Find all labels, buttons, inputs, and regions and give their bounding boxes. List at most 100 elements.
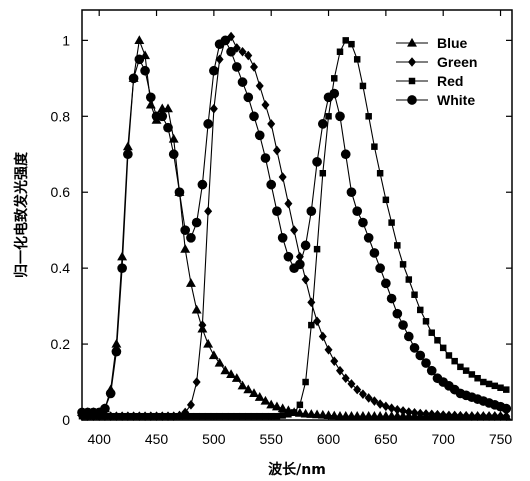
data-point-white	[409, 343, 420, 353]
data-point-green	[284, 198, 293, 209]
x-tick-label: 700	[432, 431, 456, 447]
data-point-white	[272, 206, 282, 217]
data-point-white	[277, 232, 288, 243]
data-point-white	[358, 217, 368, 228]
data-point-red	[239, 412, 246, 420]
data-point-red	[267, 412, 275, 420]
legend-marker-white	[407, 95, 417, 105]
data-point-green	[456, 411, 465, 421]
data-point-white	[340, 149, 351, 160]
data-point-green	[496, 411, 505, 422]
data-point-red	[365, 113, 372, 120]
data-point-green	[278, 172, 287, 182]
data-point-red	[428, 329, 435, 336]
data-point-red	[399, 261, 407, 268]
legend-marker-green	[408, 57, 416, 67]
data-point-red	[417, 306, 424, 314]
data-point-red	[468, 371, 476, 378]
data-point-red	[439, 344, 447, 352]
data-point-red	[382, 196, 390, 204]
data-point-green	[473, 411, 482, 422]
data-point-white	[386, 293, 397, 304]
data-point-green	[192, 377, 201, 387]
x-axis: 400 450 500 550 600 650 700 750	[88, 10, 512, 447]
data-point-green	[387, 403, 396, 414]
data-point-red	[497, 384, 504, 391]
data-point-red	[141, 412, 149, 420]
legend-marker-red	[408, 77, 416, 85]
data-point-green	[209, 103, 218, 114]
x-tick-label: 450	[145, 431, 169, 447]
data-point-red	[107, 412, 114, 420]
data-point-green	[427, 409, 436, 420]
data-point-red	[273, 412, 281, 420]
data-point-red	[250, 412, 258, 420]
data-point-red	[359, 82, 367, 90]
data-point-blue	[208, 350, 219, 360]
data-point-green	[215, 54, 224, 65]
data-point-white	[415, 350, 426, 361]
legend-item-green: Green	[396, 54, 477, 70]
x-tick-label: 650	[374, 431, 398, 447]
data-point-white	[312, 157, 322, 167]
legend-label-red: Red	[437, 73, 463, 89]
data-point-red	[457, 363, 464, 371]
data-point-red	[159, 412, 166, 420]
data-point-green	[267, 119, 276, 129]
data-point-red	[331, 75, 338, 82]
data-point-white	[220, 35, 231, 46]
data-point-white	[375, 263, 385, 273]
data-point-red	[176, 412, 183, 420]
data-point-blue	[254, 392, 265, 401]
data-point-red	[210, 412, 218, 420]
data-point-blue	[226, 369, 237, 379]
data-point-white	[157, 111, 168, 122]
data-point-green	[238, 46, 247, 57]
data-point-green	[330, 356, 339, 366]
data-point-red	[411, 291, 418, 298]
data-point-green	[490, 411, 499, 422]
data-point-red	[113, 412, 120, 420]
data-point-red	[491, 382, 499, 390]
data-point-green	[444, 410, 453, 421]
data-point-red	[302, 378, 309, 386]
data-point-red	[485, 380, 493, 388]
data-point-blue	[243, 384, 254, 394]
y-tick-label: 0.8	[51, 108, 71, 124]
data-point-green	[313, 316, 322, 327]
data-point-blue	[191, 304, 202, 314]
data-point-red	[290, 409, 298, 416]
legend-label-blue: Blue	[437, 35, 468, 51]
data-point-green	[347, 379, 356, 389]
data-point-green	[244, 50, 253, 61]
data-point-red	[434, 337, 441, 344]
data-point-green	[381, 401, 390, 412]
data-point-green	[301, 274, 310, 285]
data-point-white	[123, 149, 133, 160]
data-point-red	[308, 321, 315, 329]
legend-marker-blue	[407, 37, 417, 47]
data-point-white	[335, 111, 345, 122]
data-point-white	[168, 149, 179, 160]
data-point-red	[474, 375, 481, 382]
data-point-green	[341, 373, 350, 384]
data-point-red	[285, 411, 292, 418]
data-point-blue	[266, 399, 277, 409]
data-point-green	[422, 409, 430, 419]
data-point-green	[324, 344, 333, 355]
data-point-red	[353, 56, 361, 63]
data-point-green	[336, 365, 344, 376]
data-point-red	[147, 412, 155, 420]
legend-label-white: White	[437, 92, 475, 108]
data-point-white	[300, 240, 311, 251]
data-point-white	[283, 251, 294, 262]
data-point-white	[403, 331, 414, 342]
x-axis-title: 波长/nm	[268, 461, 326, 478]
data-point-blue	[231, 373, 242, 382]
data-point-red	[325, 113, 332, 120]
data-point-red	[371, 143, 378, 150]
data-point-blue	[122, 141, 133, 151]
data-point-red	[233, 412, 241, 420]
y-axis-title: 归一化电致发光强度	[13, 151, 30, 278]
